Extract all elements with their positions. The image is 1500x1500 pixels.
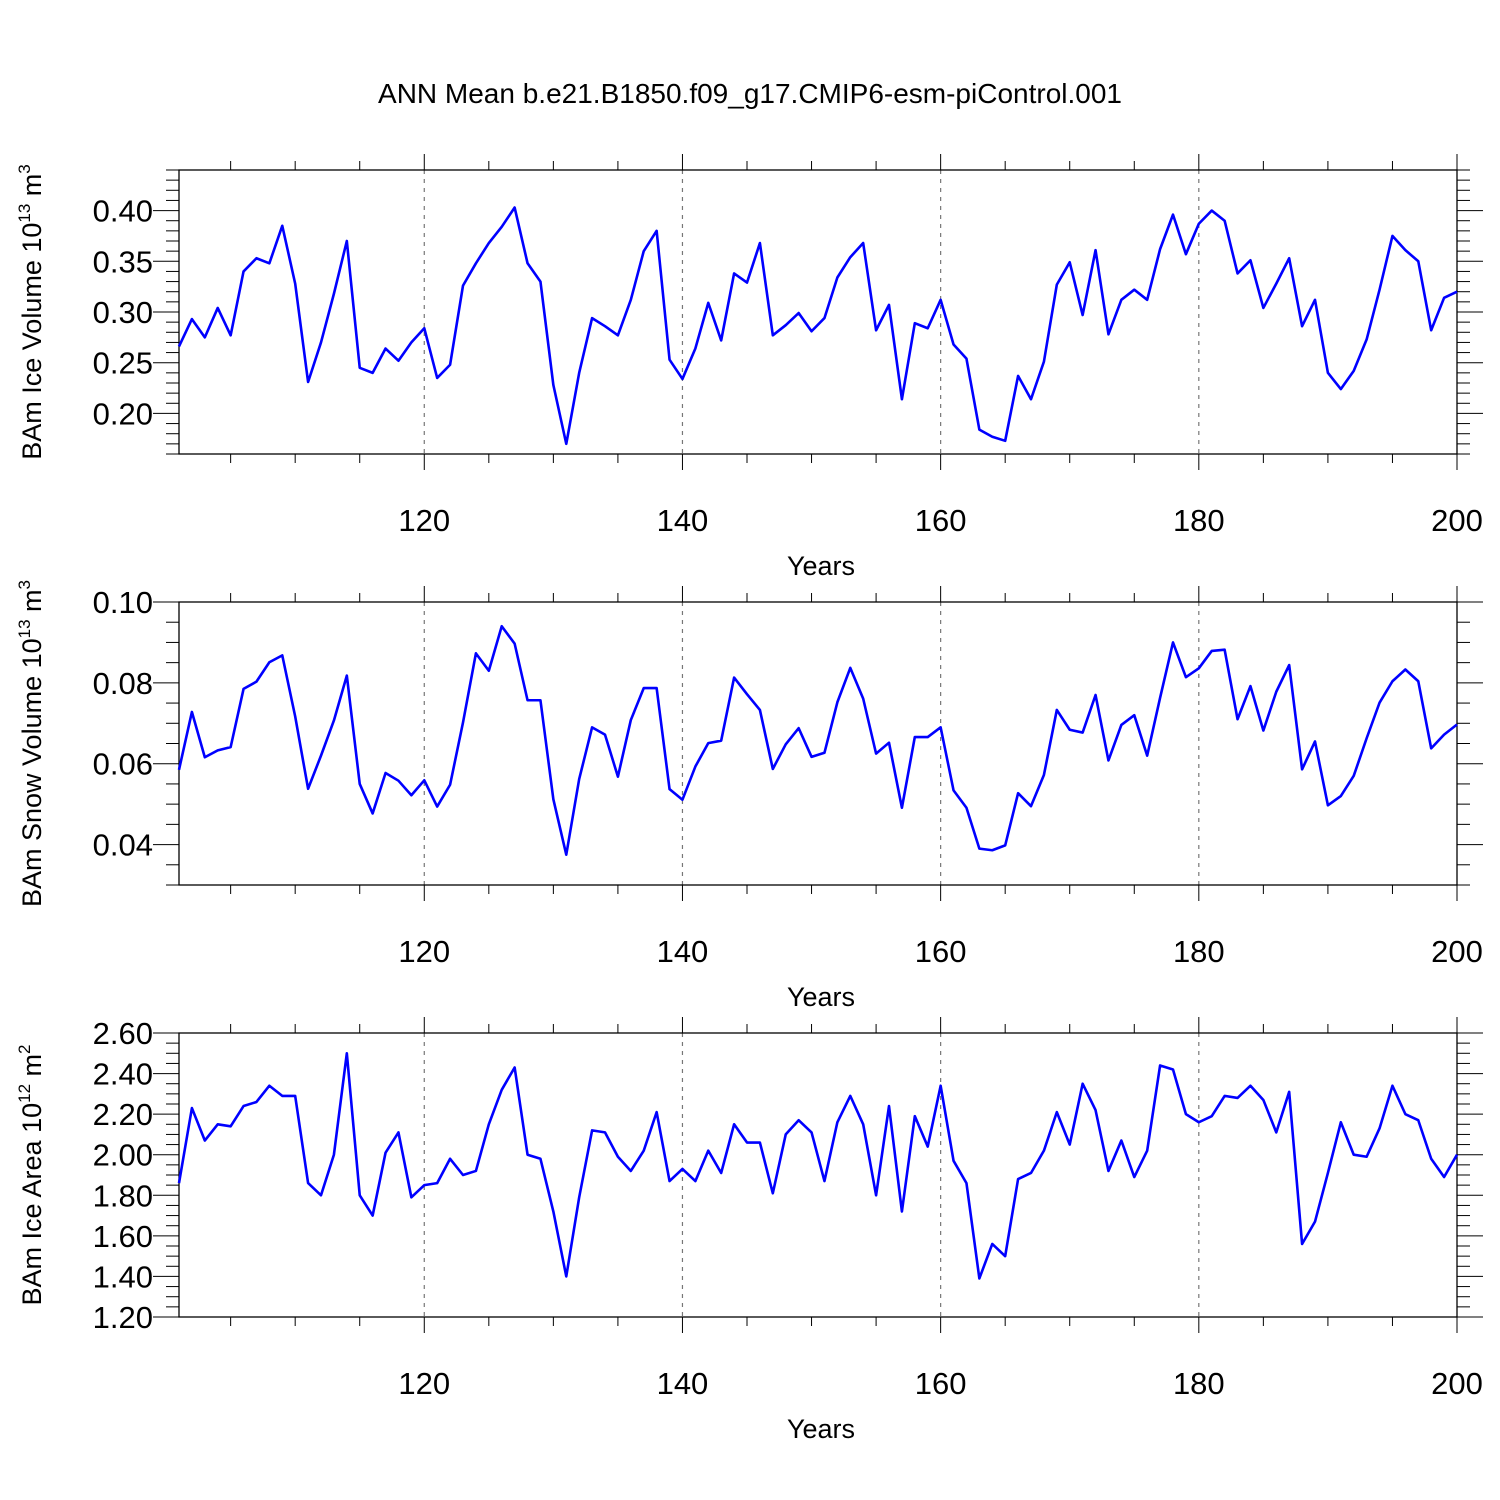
y-tick-label: 0.25 <box>93 346 153 381</box>
y-axis-label-text: BAm Ice Volume 10 <box>17 223 47 460</box>
y-axis-label-text: BAm Snow Volume 10 <box>17 638 47 907</box>
y-axis-label-unit: m <box>17 174 47 204</box>
y-axis-label-unit-exponent: 3 <box>15 580 34 589</box>
series-line <box>177 1051 1459 1280</box>
y-axis-label: BAm Ice Volume 1013 m3 <box>15 164 47 460</box>
x-tick-label: 180 <box>1173 934 1225 969</box>
y-axis-label-exponent: 13 <box>15 204 34 223</box>
x-tick-label: 160 <box>915 934 967 969</box>
x-tick-label: 200 <box>1431 503 1483 538</box>
x-tick-label: 140 <box>657 503 709 538</box>
x-axis-label: Years <box>787 551 855 581</box>
y-tick-label: 0.35 <box>93 244 153 279</box>
x-tick-label: 180 <box>1173 503 1225 538</box>
series-line <box>177 206 1458 446</box>
x-tick-label: 120 <box>398 934 450 969</box>
x-tick-label: 200 <box>1431 1366 1483 1401</box>
series-line <box>177 624 1458 856</box>
y-axis-label: BAm Snow Volume 1013 m3 <box>15 580 47 907</box>
y-tick-label: 0.30 <box>93 295 153 330</box>
y-axis-label-unit: m <box>17 589 47 619</box>
y-tick-label: 2.60 <box>93 1016 153 1051</box>
y-axis-label-unit-exponent: 2 <box>15 1045 34 1054</box>
y-tick-label: 1.60 <box>93 1219 153 1254</box>
plot-frame <box>178 1032 1458 1318</box>
x-tick-label: 200 <box>1431 934 1483 969</box>
x-tick-label: 160 <box>915 1366 967 1401</box>
y-tick-label: 1.20 <box>93 1300 153 1335</box>
y-axis-label: BAm Ice Area 1012 m2 <box>15 1045 47 1306</box>
y-tick-label: 0.40 <box>93 194 153 229</box>
panel-2: 0.04 0.06 0.08 0.10 120 140 160 180 200 Years BAm … <box>15 580 1483 1012</box>
y-tick-label: 0.06 <box>93 747 153 782</box>
y-axis-label-unit-exponent: 3 <box>15 164 34 173</box>
plot-frame <box>178 169 1458 455</box>
y-tick-label: 2.40 <box>93 1057 153 1092</box>
x-tick-label: 120 <box>398 1366 450 1401</box>
y-tick-label: 1.40 <box>93 1259 153 1294</box>
y-axis-label-unit: m <box>17 1054 47 1084</box>
x-axis-label: Years <box>787 982 855 1012</box>
x-tick-label: 160 <box>915 503 967 538</box>
y-tick-label: 0.04 <box>93 828 153 863</box>
y-tick-label: 2.20 <box>93 1097 153 1132</box>
x-tick-label: 140 <box>657 1366 709 1401</box>
y-tick-label: 2.00 <box>93 1138 153 1173</box>
x-tick-label: 180 <box>1173 1366 1225 1401</box>
panel-3: 1.20 1.40 1.60 1.80 2.00 2.20 2.40 2.60 120 140 16… <box>15 1016 1483 1444</box>
y-tick-label: 1.80 <box>93 1178 153 1213</box>
y-axis-label-text: BAm Ice Area 10 <box>17 1103 47 1306</box>
chart-title: ANN Mean b.e21.B1850.f09_g17.CMIP6-esm-p… <box>378 78 1122 109</box>
x-axis-label: Years <box>787 1414 855 1444</box>
y-tick-label: 0.20 <box>93 396 153 431</box>
x-tick-label: 120 <box>398 503 450 538</box>
y-axis-label-exponent: 13 <box>15 619 34 638</box>
x-tick-label: 140 <box>657 934 709 969</box>
y-axis-label-exponent: 12 <box>15 1084 34 1103</box>
y-tick-label: 0.10 <box>93 585 153 620</box>
plot-frame <box>178 601 1458 886</box>
y-tick-label: 0.08 <box>93 666 153 701</box>
panel-1: 0.20 0.25 0.30 0.35 0.40 120 140 160 180 200 Years… <box>15 154 1483 581</box>
